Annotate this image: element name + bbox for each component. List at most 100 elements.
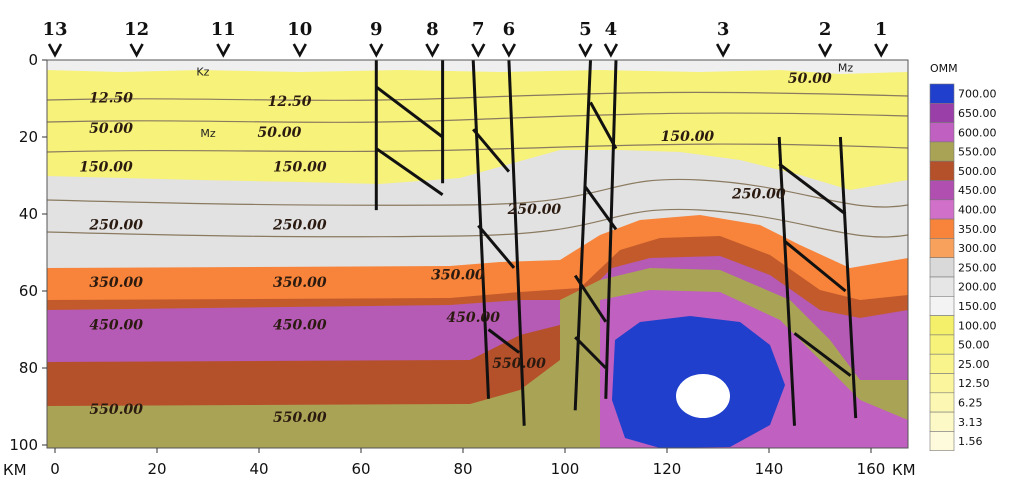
isoline-label: 12.50 xyxy=(268,94,312,110)
fault-line xyxy=(574,336,607,370)
profile-number: 10 xyxy=(287,19,312,40)
fault-line xyxy=(477,224,516,269)
profile-marker-icon xyxy=(471,43,486,58)
isoline-labels: 12.50 12.50 50.00 50.00 50.00 150.00 150.00 150… xyxy=(79,71,832,426)
isoline-label: 350.00 xyxy=(89,275,143,291)
layer-label: Kz xyxy=(196,65,209,78)
isoline-label: 12.50 xyxy=(89,90,133,106)
profile-number: 12 xyxy=(124,19,149,40)
legend-label: 350.00 xyxy=(958,223,997,236)
x-tick-label: 140 xyxy=(755,460,784,478)
legend-swatch xyxy=(929,373,955,394)
legend: ОММ 700.00 650.00 600.00 550.00 500.00 450.00… xyxy=(929,62,997,451)
profile-number: 13 xyxy=(42,19,67,40)
profile-number: 4 xyxy=(605,19,618,40)
legend-label: 600.00 xyxy=(958,126,997,139)
legend-swatch xyxy=(929,238,955,258)
x-unit-label-right: КМ xyxy=(892,461,916,479)
profile-marker-icon xyxy=(874,43,889,58)
profile-marker-icon xyxy=(817,43,833,58)
isolines xyxy=(47,91,908,238)
isoline-label: 450.00 xyxy=(446,310,500,326)
fault-line xyxy=(604,60,618,399)
profile-marker-icon xyxy=(578,43,593,58)
isoline-label: 550.00 xyxy=(492,356,546,372)
legend-label: 3.13 xyxy=(958,416,983,429)
fault-line xyxy=(375,147,444,196)
x-axis: 0 20 40 60 80 100 120 140 160 xyxy=(50,448,885,478)
profile-number: 5 xyxy=(579,19,592,40)
legend-swatch xyxy=(929,295,955,316)
legend-label: 550.00 xyxy=(958,146,997,159)
resistivity-bands xyxy=(47,60,908,448)
legend-swatch xyxy=(929,276,955,297)
profile-marker-icon xyxy=(129,43,144,58)
legend-swatch xyxy=(929,218,955,239)
fault-line xyxy=(783,239,847,293)
x-tick-label: 60 xyxy=(351,460,370,478)
y-tick-label: 40 xyxy=(19,205,38,223)
x-tick-label: 0 xyxy=(50,460,60,478)
profile-marker-icon xyxy=(715,43,731,58)
legend-label: 12.50 xyxy=(958,377,990,390)
legend-label: 500.00 xyxy=(958,165,997,178)
legend-label: 450.00 xyxy=(958,184,997,197)
legend-swatch xyxy=(929,392,955,413)
layer-label: Mz xyxy=(200,127,215,140)
fault-line xyxy=(778,162,847,216)
legend-title: ОММ xyxy=(930,62,958,75)
profile-marker-icon xyxy=(216,43,231,58)
isoline-label: 350.00 xyxy=(273,275,327,291)
legend-swatch xyxy=(929,180,955,201)
band-olive xyxy=(47,350,620,448)
legend-swatch xyxy=(929,83,955,104)
legend-swatch xyxy=(929,315,955,336)
x-tick-label: 160 xyxy=(857,460,886,478)
y-tick-label: 0 xyxy=(28,51,38,69)
isoline-label: 250.00 xyxy=(731,187,786,203)
profile-markers: 13 12 11 10 9 8 7 6 5 4 3 2 1 xyxy=(42,19,889,58)
isoline-label: 50.00 xyxy=(89,121,133,137)
fault-line xyxy=(573,274,608,323)
legend-label: 100.00 xyxy=(958,319,997,332)
isoline-label: 250.00 xyxy=(88,217,143,233)
y-tick-label: 80 xyxy=(19,359,38,377)
legend-swatch xyxy=(929,160,955,181)
fault-line xyxy=(472,128,511,173)
isoline-label: 250.00 xyxy=(507,202,562,218)
fault-line xyxy=(487,328,521,354)
profile-number: 7 xyxy=(472,19,485,40)
profile-number: 8 xyxy=(426,19,439,40)
legend-label: 250.00 xyxy=(958,261,997,274)
fault-line xyxy=(507,60,526,426)
fault-lines xyxy=(374,60,858,426)
profile-marker-icon xyxy=(292,43,307,58)
fault-line xyxy=(589,101,618,150)
x-tick-label: 120 xyxy=(653,460,682,478)
profile-marker-icon xyxy=(47,43,63,58)
isoline-label: 250.00 xyxy=(272,217,327,233)
y-axis: 0 20 40 60 80 100 xyxy=(9,51,47,454)
isoline-label: 450.00 xyxy=(89,318,143,334)
legend-label: 150.00 xyxy=(958,300,997,313)
isoline-label: 50.00 xyxy=(788,71,832,87)
isoline-label: 550.00 xyxy=(273,410,327,426)
legend-label: 650.00 xyxy=(958,107,997,120)
isoline-label: 150.00 xyxy=(273,160,327,176)
x-unit-label-left: КМ xyxy=(3,461,27,479)
profile-number: 9 xyxy=(370,19,383,40)
layer-label: Mz xyxy=(838,62,853,75)
legend-label: 6.25 xyxy=(958,396,983,409)
legend-swatch xyxy=(929,141,955,162)
legend-label: 1.56 xyxy=(958,435,983,448)
legend-label: 700.00 xyxy=(958,88,997,101)
legend-swatch xyxy=(929,122,955,143)
plot-frame xyxy=(46,59,909,449)
legend-label: 50.00 xyxy=(958,339,990,352)
legend-swatch xyxy=(929,353,955,374)
x-tick-label: 100 xyxy=(551,460,580,478)
legend-swatch xyxy=(929,199,955,220)
fault-line xyxy=(573,60,592,411)
x-tick-label: 40 xyxy=(249,460,268,478)
